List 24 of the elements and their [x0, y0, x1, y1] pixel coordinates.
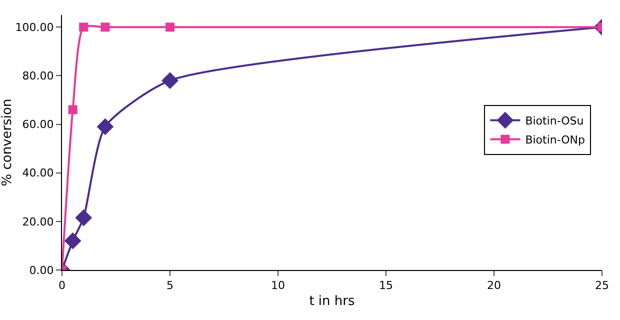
- y-axis-title: % conversion: [0, 98, 15, 186]
- y-tick-label: 100.00: [15, 20, 54, 34]
- x-tick-label: 25: [595, 279, 609, 292]
- x-tick-label: 20: [487, 279, 501, 292]
- point: [79, 22, 88, 32]
- point: [162, 72, 178, 90]
- point: [64, 232, 82, 250]
- x-tick-label: 15: [379, 279, 393, 292]
- legend-label: Biotin-OSu: [525, 114, 584, 128]
- y-tick-label: 0.00: [29, 264, 54, 277]
- point: [96, 118, 114, 136]
- x-tick-label: 10: [271, 279, 285, 292]
- point: [75, 209, 92, 226]
- x-axis-title: t in hrs: [309, 294, 356, 309]
- x-tick-label: 5: [166, 279, 174, 292]
- y-tick-label: 40.00: [22, 166, 54, 180]
- point: [68, 105, 78, 114]
- x-tick-label: 0: [58, 279, 66, 292]
- legend-label: Biotin-ONp: [525, 134, 586, 147]
- point: [100, 22, 110, 32]
- y-tick-label: 60.00: [22, 118, 54, 132]
- y-tick-label: 80.00: [22, 70, 54, 83]
- y-tick-label: 20.00: [22, 215, 54, 228]
- point: [166, 22, 174, 32]
